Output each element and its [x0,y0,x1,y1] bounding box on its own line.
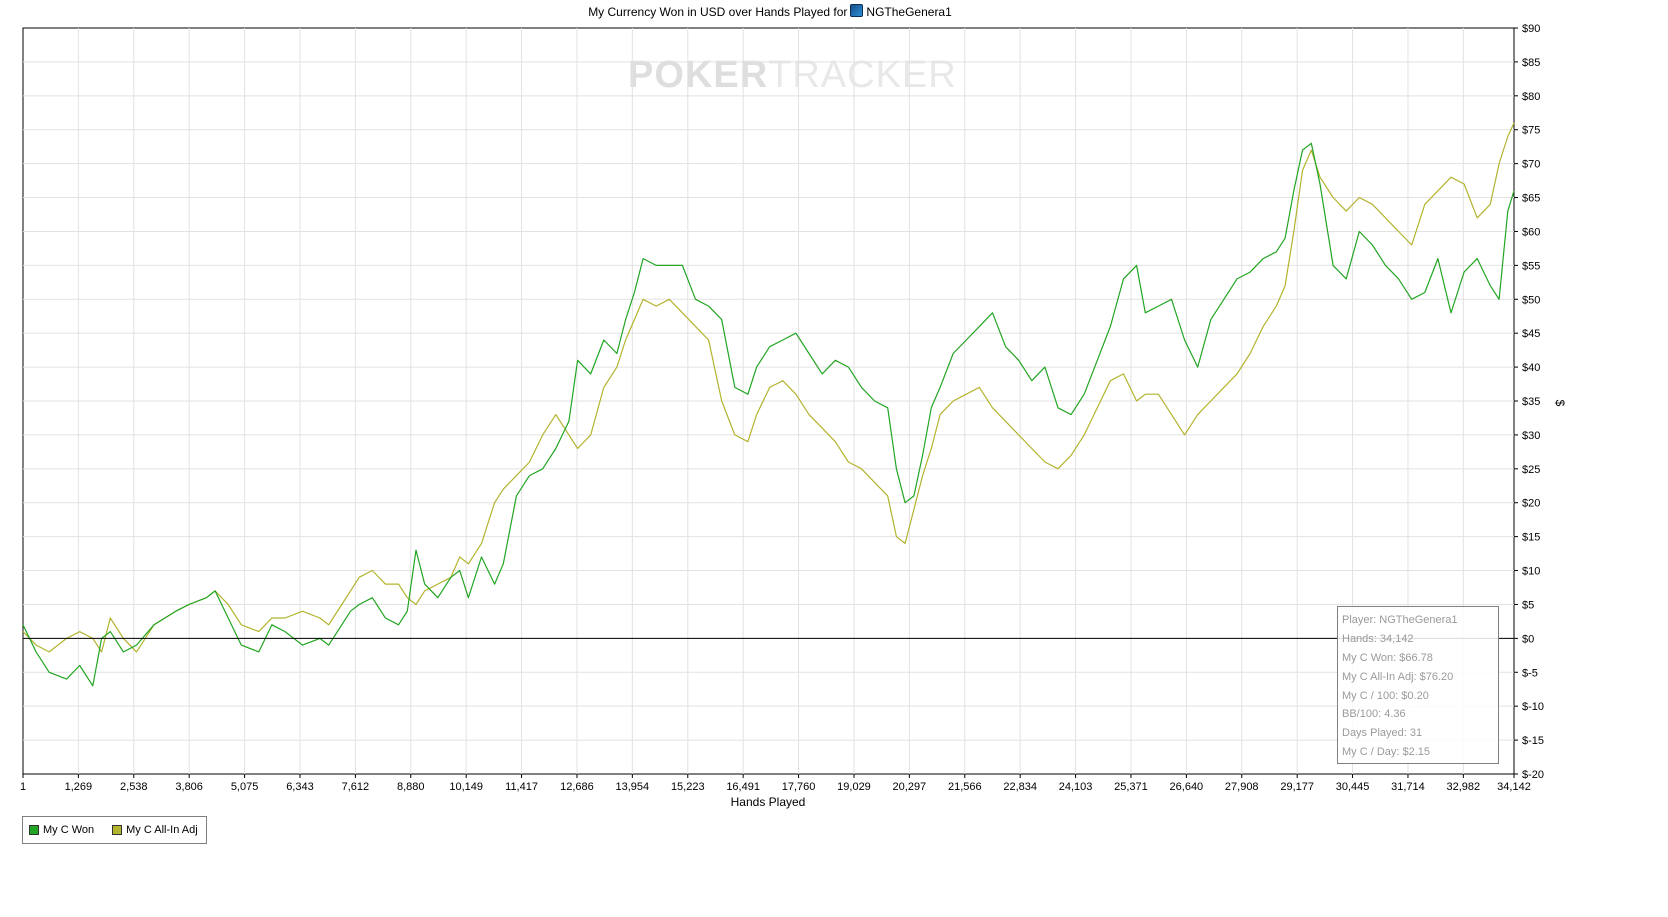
x-tick-label: 27,908 [1225,781,1259,793]
stat-hands: Hands: 34,142 [1342,632,1414,645]
player-site-icon [850,4,864,17]
series-lines [22,122,1515,687]
x-tick-label: 24,103 [1059,781,1093,793]
legend-item-won[interactable]: My C Won [29,824,94,836]
x-tick-label: 7,612 [342,781,370,793]
x-tick-label: 16,491 [726,781,760,793]
y-tick-label: $-20 [1522,769,1544,781]
y-tick-label: $30 [1522,430,1540,442]
x-tick-label: 29,177 [1280,781,1314,793]
y-tick-label: $65 [1522,193,1540,205]
stat-won: My C Won: $66.78 [1342,651,1433,664]
y-tick-label: $35 [1522,396,1540,408]
y-tick-label: $45 [1522,328,1540,340]
x-tick-label: 22,834 [1003,781,1037,793]
watermark-light: TRACKER [768,54,957,96]
y-tick-label: $15 [1522,532,1540,544]
y-tick-label: $75 [1522,125,1540,137]
x-tick-label: 1 [20,781,26,793]
y-tick-label: $25 [1522,464,1540,476]
chart-title: My Currency Won in USD over Hands Played… [0,4,1540,19]
x-tick-label: 32,982 [1447,781,1481,793]
x-tick-label: 19,029 [837,781,871,793]
y-tick-label: $60 [1522,226,1540,238]
chart-title-text: My Currency Won in USD over Hands Played… [588,5,848,19]
x-tick-label: 6,343 [286,781,314,793]
y-axis-title: $ [1553,400,1567,407]
x-tick-label: 21,566 [948,781,982,793]
x-axis-ticks: 1 1,269 2,538 3,806 5,075 6,343 7,612 8,880 10,1… [20,774,1531,793]
x-tick-label: 20,297 [893,781,927,793]
x-tick-label: 2,538 [120,781,148,793]
y-tick-label: $-10 [1522,701,1544,713]
y-tick-label: $-15 [1522,735,1544,747]
x-tick-label: 25,371 [1114,781,1148,793]
x-axis-title: Hands Played [731,795,806,809]
y-tick-label: $50 [1522,294,1540,306]
watermark-bold: POKER [628,54,769,96]
chart-legend: My C Won My C All-In Adj [22,816,207,844]
legend-label-allin: My C All-In Adj [126,824,198,836]
y-axis-ticks: $90 $85 $80 $75 $70 $65 $60 $55 $50 $45 $40 $35 $30 $… [1514,23,1544,781]
stat-per100: My C / 100: $0.20 [1342,689,1429,702]
x-tick-label: 30,445 [1336,781,1370,793]
y-tick-label: $80 [1522,91,1540,103]
x-tick-label: 1,269 [65,781,93,793]
y-tick-label: $5 [1522,599,1534,611]
stat-player: Player: NGTheGenera1 [1342,614,1458,626]
x-tick-label: 5,075 [231,781,259,793]
legend-swatch-won [29,825,39,835]
stat-allin: My C All-In Adj: $76.20 [1342,670,1454,683]
x-tick-label: 31,714 [1391,781,1425,793]
pokertracker-watermark: POKERTRACKER [628,54,957,97]
stat-per-day: My C / Day: $2.15 [1342,746,1431,759]
x-tick-label: 10,149 [449,781,483,793]
series-line-my-c-all-in-adj [22,122,1515,653]
y-tick-label: $-5 [1522,667,1538,679]
x-tick-label: 17,760 [782,781,816,793]
y-tick-label: $90 [1522,23,1540,35]
x-tick-label: 15,223 [671,781,705,793]
chart-title-player: NGTheGenera1 [866,5,952,19]
y-tick-label: $40 [1522,362,1540,374]
legend-swatch-allin [112,825,123,835]
x-tick-label: 34,142 [1497,781,1531,793]
stats-summary-box: Player: NGTheGenera1 Hands: 34,142 My C … [1337,606,1499,764]
legend-item-allin[interactable]: My C All-In Adj [112,824,198,836]
x-tick-label: 26,640 [1170,781,1204,793]
y-tick-label: $10 [1522,566,1540,578]
y-tick-label: $85 [1522,57,1540,69]
stat-days: Days Played: 31 [1342,727,1423,740]
stat-bb100: BB/100: 4.36 [1342,708,1406,721]
x-tick-label: 8,880 [397,781,425,793]
series-line-my-c-won [22,142,1515,687]
x-tick-label: 12,686 [560,781,594,793]
y-tick-label: $55 [1522,260,1540,272]
x-tick-label: 11,417 [505,781,538,793]
x-tick-label: 13,954 [616,781,650,793]
y-tick-label: $70 [1522,159,1540,171]
gridlines [23,28,1514,774]
y-tick-label: $20 [1522,498,1540,510]
x-tick-label: 3,806 [175,781,203,793]
legend-label-won: My C Won [43,824,95,836]
y-tick-label: $0 [1522,633,1534,645]
